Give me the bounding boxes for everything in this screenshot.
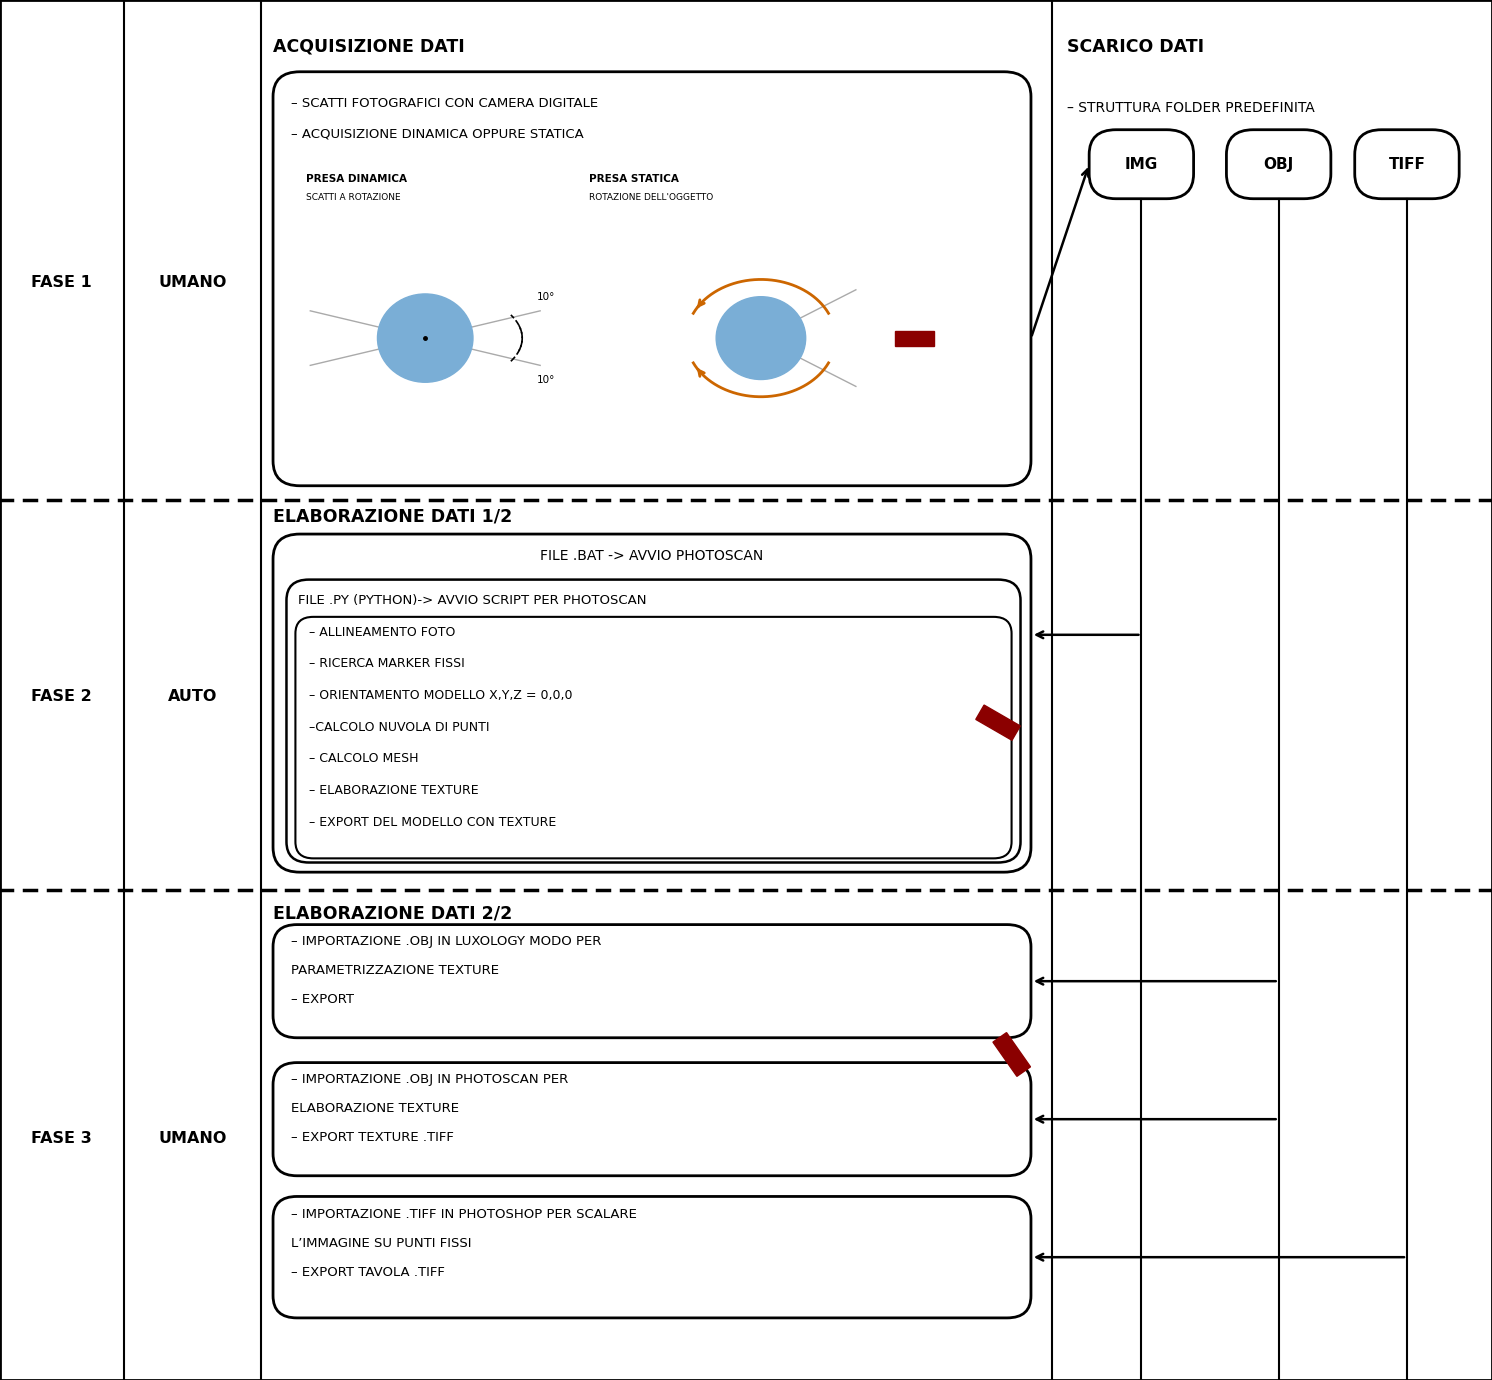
Text: AUTO: AUTO [167, 690, 218, 704]
Text: 10°: 10° [537, 291, 555, 302]
Text: SCARICO DATI: SCARICO DATI [1067, 37, 1204, 57]
Text: – CALCOLO MESH: – CALCOLO MESH [309, 752, 418, 766]
Bar [895, 330, 934, 346]
Text: ELABORAZIONE DATI 2/2: ELABORAZIONE DATI 2/2 [273, 904, 512, 923]
Text: ELABORAZIONE DATI 1/2: ELABORAZIONE DATI 1/2 [273, 506, 512, 526]
Text: – EXPORT TEXTURE .TIFF: – EXPORT TEXTURE .TIFF [291, 1130, 454, 1144]
FancyBboxPatch shape [273, 925, 1031, 1038]
Text: – ELABORAZIONE TEXTURE: – ELABORAZIONE TEXTURE [309, 784, 479, 798]
FancyBboxPatch shape [273, 1196, 1031, 1318]
Text: PRESA DINAMICA: PRESA DINAMICA [306, 174, 407, 185]
Text: FILE .BAT -> AVVIO PHOTOSCAN: FILE .BAT -> AVVIO PHOTOSCAN [540, 549, 764, 563]
Circle shape [716, 297, 806, 380]
FancyBboxPatch shape [1355, 130, 1459, 199]
FancyBboxPatch shape [1089, 130, 1194, 199]
FancyBboxPatch shape [273, 534, 1031, 872]
Text: – IMPORTAZIONE .OBJ IN LUXOLOGY MODO PER: – IMPORTAZIONE .OBJ IN LUXOLOGY MODO PER [291, 934, 601, 948]
Text: PRESA STATICA: PRESA STATICA [589, 174, 679, 185]
Text: – STRUTTURA FOLDER PREDEFINITA: – STRUTTURA FOLDER PREDEFINITA [1067, 101, 1314, 115]
Text: UMANO: UMANO [158, 276, 227, 290]
Circle shape [377, 294, 473, 382]
Text: – SCATTI FOTOGRAFICI CON CAMERA DIGITALE: – SCATTI FOTOGRAFICI CON CAMERA DIGITALE [291, 97, 598, 110]
Text: FASE 2: FASE 2 [31, 690, 91, 704]
Text: IMG: IMG [1125, 157, 1158, 171]
Text: FASE 3: FASE 3 [31, 1132, 91, 1145]
Text: – IMPORTAZIONE .OBJ IN PHOTOSCAN PER: – IMPORTAZIONE .OBJ IN PHOTOSCAN PER [291, 1072, 568, 1086]
Text: ROTAZIONE DELL'OGGETTO: ROTAZIONE DELL'OGGETTO [589, 193, 713, 201]
Text: FILE .PY (PYTHON)-> AVVIO SCRIPT PER PHOTOSCAN: FILE .PY (PYTHON)-> AVVIO SCRIPT PER PHO… [298, 593, 648, 607]
Text: ELABORAZIONE TEXTURE: ELABORAZIONE TEXTURE [291, 1101, 460, 1115]
Text: SCATTI A ROTAZIONE: SCATTI A ROTAZIONE [306, 193, 400, 201]
Text: – EXPORT TAVOLA .TIFF: – EXPORT TAVOLA .TIFF [291, 1265, 445, 1279]
FancyBboxPatch shape [295, 617, 1012, 858]
Text: TIFF: TIFF [1389, 157, 1425, 171]
Text: – ACQUISIZIONE DINAMICA OPPURE STATICA: – ACQUISIZIONE DINAMICA OPPURE STATICA [291, 127, 583, 141]
Text: OBJ: OBJ [1264, 157, 1294, 171]
FancyBboxPatch shape [286, 580, 1021, 862]
Text: L’IMMAGINE SU PUNTI FISSI: L’IMMAGINE SU PUNTI FISSI [291, 1236, 471, 1250]
FancyBboxPatch shape [273, 72, 1031, 486]
Text: – RICERCA MARKER FISSI: – RICERCA MARKER FISSI [309, 657, 464, 671]
Text: FASE 1: FASE 1 [31, 276, 91, 290]
Text: – EXPORT DEL MODELLO CON TEXTURE: – EXPORT DEL MODELLO CON TEXTURE [309, 816, 557, 829]
FancyBboxPatch shape [273, 1063, 1031, 1176]
Text: 10°: 10° [537, 374, 555, 385]
Text: – ORIENTAMENTO MODELLO X,Y,Z = 0,0,0: – ORIENTAMENTO MODELLO X,Y,Z = 0,0,0 [309, 689, 573, 702]
Text: – IMPORTAZIONE .TIFF IN PHOTOSHOP PER SCALARE: – IMPORTAZIONE .TIFF IN PHOTOSHOP PER SC… [291, 1208, 637, 1221]
Text: – ALLINEAMENTO FOTO: – ALLINEAMENTO FOTO [309, 625, 455, 639]
Bar [994, 1032, 1031, 1076]
FancyBboxPatch shape [1226, 130, 1331, 199]
Text: ACQUISIZIONE DATI: ACQUISIZIONE DATI [273, 37, 466, 57]
Text: UMANO: UMANO [158, 1132, 227, 1145]
Text: PARAMETRIZZAZIONE TEXTURE: PARAMETRIZZAZIONE TEXTURE [291, 963, 498, 977]
Text: –CALCOLO NUVOLA DI PUNTI: –CALCOLO NUVOLA DI PUNTI [309, 720, 489, 734]
Text: – EXPORT: – EXPORT [291, 992, 354, 1006]
Bar [976, 705, 1021, 740]
